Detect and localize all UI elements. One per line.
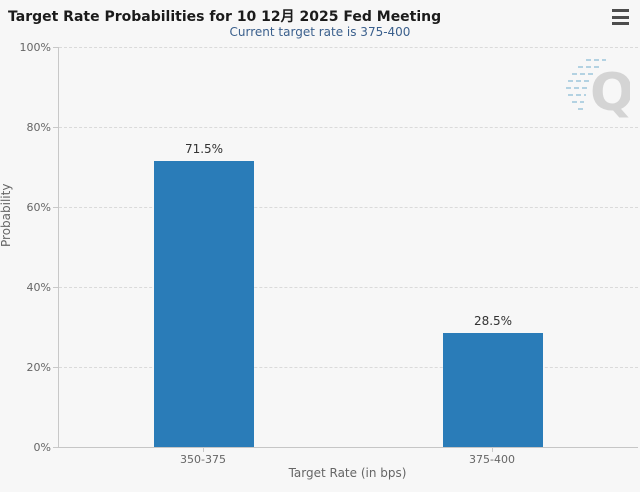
y-tick-mark [53, 47, 58, 48]
probability-bar[interactable] [443, 333, 543, 447]
y-tick-label: 60% [26, 201, 51, 214]
hamburger-bar [612, 9, 629, 12]
watermark-q-letter: Q [590, 63, 630, 122]
y-tick-mark [53, 207, 58, 208]
x-axis-line [58, 447, 638, 448]
x-category-label: 375-400 [469, 453, 515, 466]
y-gridline [59, 127, 638, 128]
y-tick-mark [53, 127, 58, 128]
hamburger-bar [612, 15, 629, 19]
y-tick-label: 100% [19, 41, 51, 54]
y-tick-label: 80% [26, 121, 51, 134]
y-tick-mark [53, 447, 58, 448]
probability-bar[interactable] [154, 161, 254, 447]
y-gridline [59, 47, 638, 48]
x-tick-mark [203, 447, 204, 452]
y-tick-mark [53, 367, 58, 368]
hamburger-menu-icon[interactable] [610, 8, 630, 26]
y-gridline [59, 367, 638, 368]
y-tick-mark [53, 287, 58, 288]
hamburger-bar [612, 22, 629, 25]
bar-value-label: 28.5% [473, 314, 513, 328]
plot-area: Q 71.5% 28.5% [58, 47, 638, 448]
y-gridline [59, 287, 638, 288]
y-tick-label: 20% [26, 361, 51, 374]
bar-value-label: 71.5% [184, 142, 224, 156]
chart-title: Target Rate Probabilities for 10 12月 202… [8, 9, 442, 25]
x-category-label: 350-375 [180, 453, 226, 466]
x-tick-mark [492, 447, 493, 452]
y-tick-label: 40% [26, 281, 51, 294]
y-axis-title: Probability [0, 183, 13, 247]
y-tick-label: 0% [33, 441, 51, 454]
y-gridline [59, 207, 638, 208]
chart-subtitle: Current target rate is 375-400 [229, 25, 411, 39]
quikstrike-q-watermark: Q [566, 59, 630, 122]
x-axis-title: Target Rate (in bps) [288, 466, 407, 480]
